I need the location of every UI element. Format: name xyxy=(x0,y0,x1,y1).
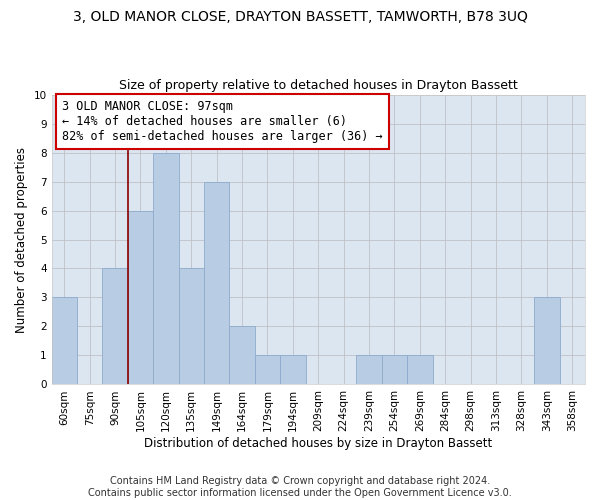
X-axis label: Distribution of detached houses by size in Drayton Bassett: Distribution of detached houses by size … xyxy=(144,437,493,450)
Bar xyxy=(534,298,560,384)
Bar xyxy=(153,152,179,384)
Y-axis label: Number of detached properties: Number of detached properties xyxy=(15,146,28,332)
Bar xyxy=(204,182,229,384)
Bar xyxy=(407,356,433,384)
Title: Size of property relative to detached houses in Drayton Bassett: Size of property relative to detached ho… xyxy=(119,79,518,92)
Bar xyxy=(179,268,204,384)
Bar xyxy=(255,356,280,384)
Bar xyxy=(103,268,128,384)
Text: Contains HM Land Registry data © Crown copyright and database right 2024.
Contai: Contains HM Land Registry data © Crown c… xyxy=(88,476,512,498)
Bar xyxy=(229,326,255,384)
Bar xyxy=(52,298,77,384)
Text: 3 OLD MANOR CLOSE: 97sqm
← 14% of detached houses are smaller (6)
82% of semi-de: 3 OLD MANOR CLOSE: 97sqm ← 14% of detach… xyxy=(62,100,383,144)
Bar xyxy=(382,356,407,384)
Bar xyxy=(356,356,382,384)
Bar xyxy=(128,210,153,384)
Text: 3, OLD MANOR CLOSE, DRAYTON BASSETT, TAMWORTH, B78 3UQ: 3, OLD MANOR CLOSE, DRAYTON BASSETT, TAM… xyxy=(73,10,527,24)
Bar xyxy=(280,356,305,384)
